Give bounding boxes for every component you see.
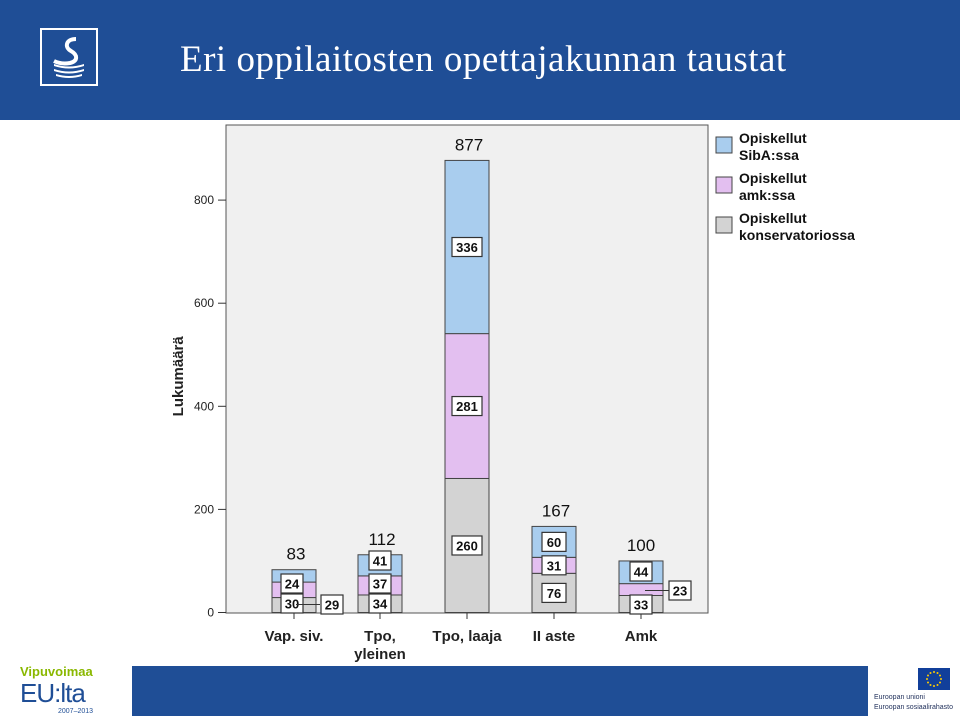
data-label: 30	[285, 597, 299, 612]
stacked-bar-chart: 0 200 400 600 800 83 112 877 167 100 30 24 29 34 37 41…	[170, 124, 855, 663]
institution-logo	[40, 28, 98, 86]
eulta-text: EU:lta	[20, 678, 86, 708]
bar-total-label: 83	[287, 545, 306, 564]
y-axis: 0 200 400 600 800	[194, 193, 226, 620]
eu-logo: Euroopan unioni Euroopan sosiaalirahasto	[870, 666, 960, 716]
bar-total-label: 100	[627, 536, 655, 555]
data-label-box	[451, 395, 483, 417]
legend-label: Opiskellut	[739, 170, 807, 186]
data-label-box	[541, 555, 567, 576]
bars-layer: 83 112 877 167 100 30 24 29 34 37 41 260 281 336 76 31 6…	[271, 135, 692, 619]
swan-logo-icon	[53, 37, 84, 78]
data-label: 24	[285, 577, 300, 592]
x-tick-label: Tpo, laaja	[432, 628, 502, 645]
data-label-box	[629, 594, 653, 615]
x-tick-label: Vap. siv.	[265, 628, 324, 645]
data-label-box	[629, 561, 653, 582]
data-label-box	[280, 593, 304, 614]
legend-label: SibA:ssa	[739, 147, 799, 163]
data-label: 41	[373, 554, 387, 569]
data-label: 44	[634, 565, 649, 580]
footer-bar	[132, 666, 868, 716]
page-title: Eri oppilaitosten opettajakunnan taustat	[180, 39, 787, 80]
data-label: 33	[634, 598, 648, 613]
data-label: 281	[456, 399, 478, 414]
data-label: 336	[456, 240, 478, 255]
data-label: 60	[547, 535, 561, 550]
data-label-box	[668, 580, 692, 601]
y-tick-label: 0	[207, 606, 214, 620]
legend-label: Opiskellut	[739, 210, 807, 226]
data-label-box	[280, 573, 304, 594]
legend-swatch	[715, 216, 733, 234]
data-label: 37	[373, 577, 387, 592]
legend-swatch	[715, 136, 733, 154]
data-label-box	[451, 535, 483, 556]
y-axis-title: Lukumäärä	[170, 336, 187, 417]
data-label-box	[320, 594, 344, 615]
eu-flag-icon	[918, 668, 950, 690]
data-label-box	[368, 573, 392, 594]
y-tick-label: 400	[194, 399, 214, 413]
data-label-box	[368, 593, 392, 614]
bar-total-label: 877	[455, 135, 483, 154]
x-axis-labels: Vap. siv. Tpo,yleinen Tpo, laaja II aste Amk	[265, 628, 658, 663]
eu-stars-icon	[926, 671, 942, 687]
data-label-box	[541, 582, 567, 604]
vipuvoimaa-text: Vipuvoimaa	[20, 664, 93, 679]
data-label: 23	[673, 584, 687, 599]
data-label-box	[451, 236, 483, 258]
bar-total-label: 167	[542, 501, 570, 520]
x-tick-label: yleinen	[354, 646, 406, 663]
legend-swatch	[715, 176, 733, 194]
eu-fund-text: Euroopan sosiaalirahasto	[874, 704, 953, 711]
data-label: 34	[373, 597, 388, 612]
data-label: 29	[325, 598, 339, 613]
eu-union-text: Euroopan unioni	[874, 694, 925, 701]
legend-label: amk:ssa	[739, 187, 795, 203]
x-tick-label: Tpo,	[364, 628, 396, 645]
data-label: 76	[547, 586, 561, 601]
bar-segment	[618, 583, 664, 596]
x-tick-label: Amk	[625, 628, 658, 645]
years-text: 2007–2013	[58, 708, 94, 715]
bar-total-label: 112	[368, 530, 395, 549]
legend-label: Opiskellut	[739, 130, 807, 146]
header-bar: Eri oppilaitosten opettajakunnan taustat	[0, 0, 960, 120]
data-label-box	[368, 550, 392, 571]
data-label: 260	[456, 538, 478, 553]
y-tick-label: 200	[194, 502, 214, 516]
x-tick-label: II aste	[533, 628, 576, 645]
data-label: 31	[547, 558, 561, 573]
y-tick-label: 600	[194, 296, 214, 310]
y-tick-label: 800	[194, 193, 214, 207]
legend-label: konservatoriossa	[739, 227, 855, 243]
legend: OpiskellutSibA:ssaOpiskellutamk:ssaOpisk…	[715, 130, 855, 243]
vipuvoimaa-logo: Vipuvoimaa EU:lta 2007–2013	[20, 664, 130, 715]
data-label-box	[541, 531, 567, 552]
